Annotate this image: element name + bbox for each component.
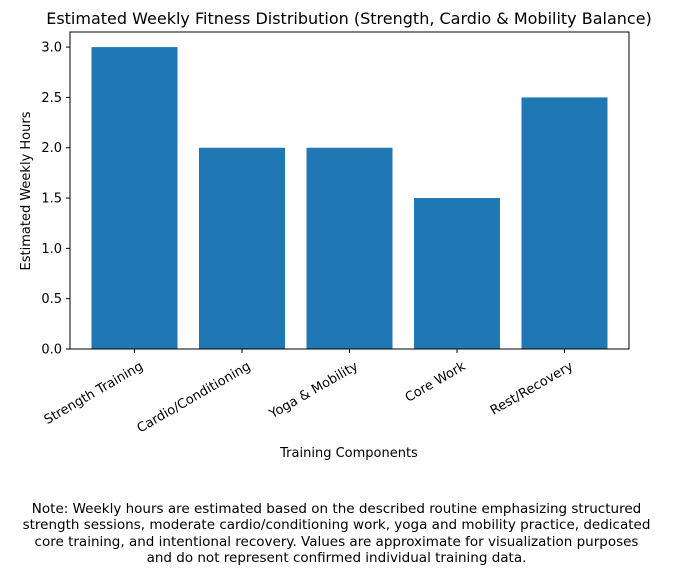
bar-3 bbox=[414, 198, 500, 349]
y-tick-label-5: 2.5 bbox=[41, 91, 62, 106]
y-axis: 0.0 0.5 1.0 1.5 2.0 2.5 3.0 bbox=[41, 41, 70, 358]
x-tick-label-3: Core Work bbox=[403, 359, 469, 406]
x-axis-label: Training Components bbox=[279, 446, 418, 461]
y-tick-label-1: 0.5 bbox=[41, 292, 62, 307]
y-tick-label-4: 2.0 bbox=[41, 141, 62, 156]
x-tick-label-2: Yoga & Mobility bbox=[266, 359, 361, 423]
y-tick-label-2: 1.0 bbox=[41, 242, 62, 257]
chart-footnote: Note: Weekly hours are estimated based o… bbox=[22, 501, 651, 566]
y-tick-label-3: 1.5 bbox=[41, 192, 62, 207]
plot-frame bbox=[69, 31, 630, 350]
x-tick-label-0: Strength Training bbox=[42, 359, 146, 428]
bar-chart: Estimated Weekly Fitness Distribution (S… bbox=[19, 9, 652, 461]
bar-0 bbox=[91, 47, 178, 349]
bar-2 bbox=[306, 147, 393, 349]
x-tick-label-4: Rest/Recovery bbox=[488, 359, 576, 419]
y-axis-label: Estimated Weekly Hours bbox=[19, 111, 34, 270]
bar-1 bbox=[199, 147, 285, 349]
y-tick-label-0: 0.0 bbox=[41, 343, 62, 358]
chart-title: Estimated Weekly Fitness Distribution (S… bbox=[46, 9, 652, 28]
y-tick-label-6: 3.0 bbox=[41, 41, 62, 56]
bars-group bbox=[91, 47, 608, 350]
x-tick-label-1: Cardio/Conditioning bbox=[135, 359, 254, 436]
bar-4 bbox=[521, 97, 608, 350]
